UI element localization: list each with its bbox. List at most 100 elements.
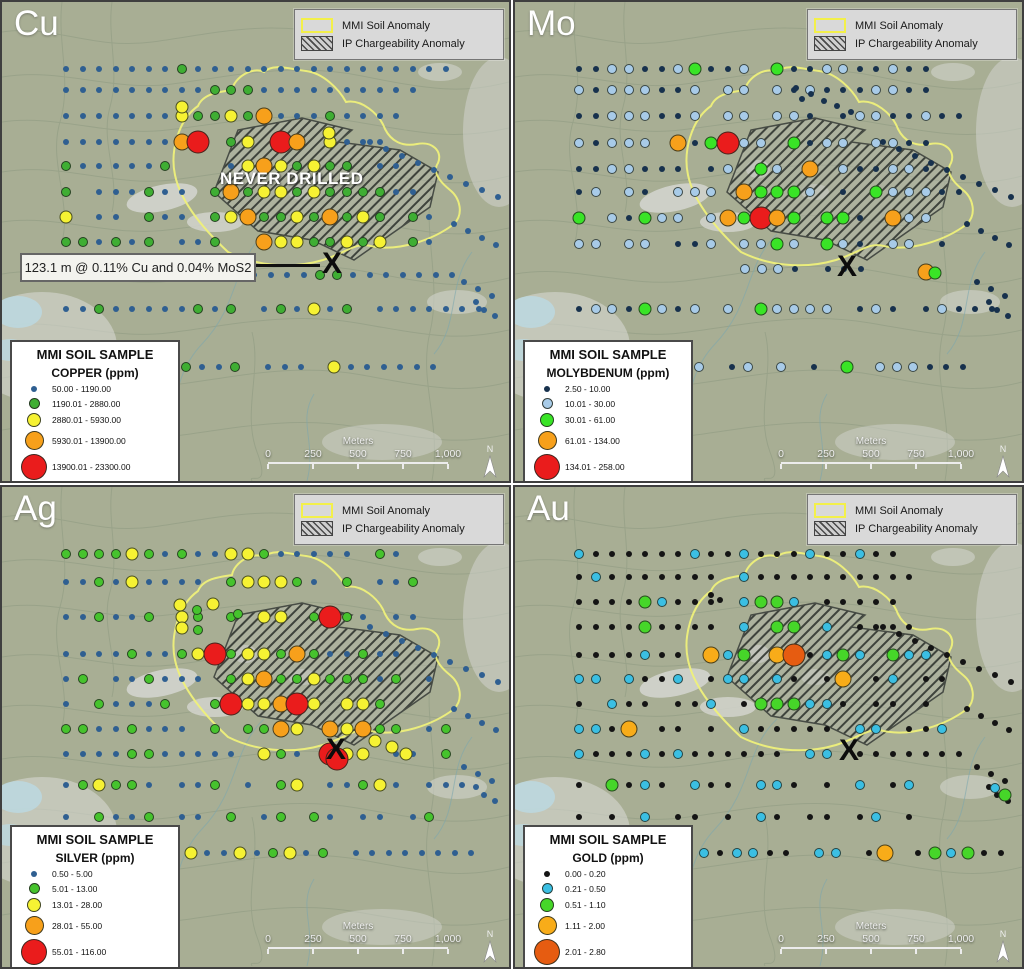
sample-dot	[112, 614, 119, 620]
sample-dot	[92, 778, 106, 792]
sample-dot	[125, 575, 139, 589]
sample-dot	[145, 782, 152, 788]
sample-dot	[722, 164, 733, 174]
sample-dot	[922, 751, 929, 757]
sample-dot	[292, 674, 302, 684]
sample-dot	[343, 782, 350, 788]
sample-dot	[592, 751, 599, 757]
sample-dot	[638, 302, 652, 316]
scalebar: Meters 0 250 500 750 1,000	[778, 921, 974, 955]
sample-dot	[358, 187, 368, 197]
sample-dot	[143, 612, 154, 622]
sample-dot	[94, 612, 104, 622]
sample-dot	[493, 242, 499, 248]
sample-dot	[625, 751, 632, 757]
sample-dot	[178, 239, 185, 245]
ip-anomaly-label: IP Chargeability Anomaly	[855, 37, 978, 50]
sample-dot	[609, 726, 615, 732]
sample-dot	[244, 66, 251, 72]
sample-dot	[774, 814, 780, 820]
sample-dot	[922, 306, 929, 312]
sample-dot	[743, 362, 753, 372]
ip-anomaly-swatch-icon	[301, 36, 333, 51]
sample-dot	[976, 181, 982, 187]
sample-dot	[255, 107, 273, 125]
anomaly-legend-row: IP Chargeability Anomaly	[301, 521, 497, 536]
legend-class-range: 0.00 - 0.20	[565, 869, 606, 879]
sample-dot	[327, 551, 333, 557]
sample-dot	[475, 286, 481, 292]
sample-dot	[360, 87, 366, 93]
legend-class-symbol-icon	[529, 454, 565, 480]
sample-dot	[440, 724, 451, 734]
sample-dot	[889, 701, 896, 707]
ip-anomaly-swatch-icon	[814, 521, 846, 536]
legend-class-range: 0.50 - 5.00	[52, 869, 93, 879]
sample-dot	[415, 645, 421, 651]
sample-legend-title: MMI SOIL SAMPLE	[36, 347, 154, 362]
sample-dot	[807, 574, 813, 580]
sample-dot	[642, 166, 648, 172]
sample-dot	[801, 160, 819, 178]
sample-dot	[774, 574, 780, 580]
sample-dot	[607, 138, 617, 148]
scalebar-numbers: 0 250 500 750 1,000	[778, 448, 974, 461]
sample-dot	[63, 113, 69, 119]
sample-dot	[1008, 679, 1014, 685]
sample-dot	[939, 676, 945, 682]
sample-dot	[325, 237, 335, 247]
sample-dot	[640, 138, 650, 148]
sample-dot	[739, 138, 749, 148]
sample-dot	[63, 782, 69, 788]
scalebar-tick-label: 500	[349, 933, 367, 945]
sample-dot	[790, 782, 797, 788]
sample-dot	[399, 272, 406, 278]
sample-dot	[479, 235, 485, 241]
sample-dot	[656, 304, 667, 314]
sample-dot	[740, 264, 750, 274]
sample-dot	[790, 66, 797, 72]
sample-dot	[327, 87, 333, 93]
sample-dot	[906, 751, 912, 757]
sample-dot	[112, 214, 119, 220]
legend-class-symbol-icon	[16, 413, 52, 427]
sample-dot	[1006, 727, 1012, 733]
sample-dot	[623, 164, 634, 174]
sample-dot	[479, 672, 485, 678]
sample-dot	[112, 66, 119, 72]
sample-dot	[160, 161, 170, 171]
scalebar: Meters 0 250 500 750 1,000	[265, 436, 461, 470]
sample-dot	[960, 174, 966, 180]
sample-dot	[625, 624, 632, 630]
mmi-anomaly-label: MMI Soil Anomaly	[855, 504, 944, 517]
sample-dot	[755, 138, 766, 148]
scalebar-numbers: 0 250 500 750 1,000	[265, 448, 461, 461]
anomaly-legend-row: IP Chargeability Anomaly	[301, 36, 497, 51]
sample-dot	[887, 164, 898, 174]
sample-dot	[275, 212, 286, 222]
sample-dot	[988, 306, 995, 312]
mmi-anomaly-label: MMI Soil Anomaly	[855, 19, 944, 32]
sample-dot	[658, 676, 665, 682]
sample-dot	[195, 87, 201, 93]
sample-dot	[609, 574, 615, 580]
ip-anomaly-label: IP Chargeability Anomaly	[855, 522, 978, 535]
sample-dot	[110, 780, 121, 790]
sample-dot	[774, 551, 780, 557]
sample-dot	[376, 163, 383, 169]
sample-dot	[79, 579, 86, 585]
sample-legend: MMI SOIL SAMPLE COPPER (ppm) 50.00 - 119…	[10, 340, 180, 481]
scalebar-units-label: Meters	[342, 921, 374, 932]
sample-dot	[576, 66, 582, 72]
sample-dot	[277, 113, 284, 119]
sample-dot	[224, 109, 238, 123]
sample-dot	[607, 213, 617, 223]
sample-dot	[129, 676, 135, 682]
sample-dot	[889, 574, 896, 580]
sample-legend: MMI SOIL SAMPLE GOLD (ppm) 0.00 - 0.20 0.…	[523, 825, 693, 967]
sample-dot	[739, 572, 749, 582]
sample-dot	[112, 651, 119, 657]
sample-dot	[325, 111, 335, 121]
sample-dot	[823, 676, 830, 682]
sample-dot	[308, 612, 319, 622]
